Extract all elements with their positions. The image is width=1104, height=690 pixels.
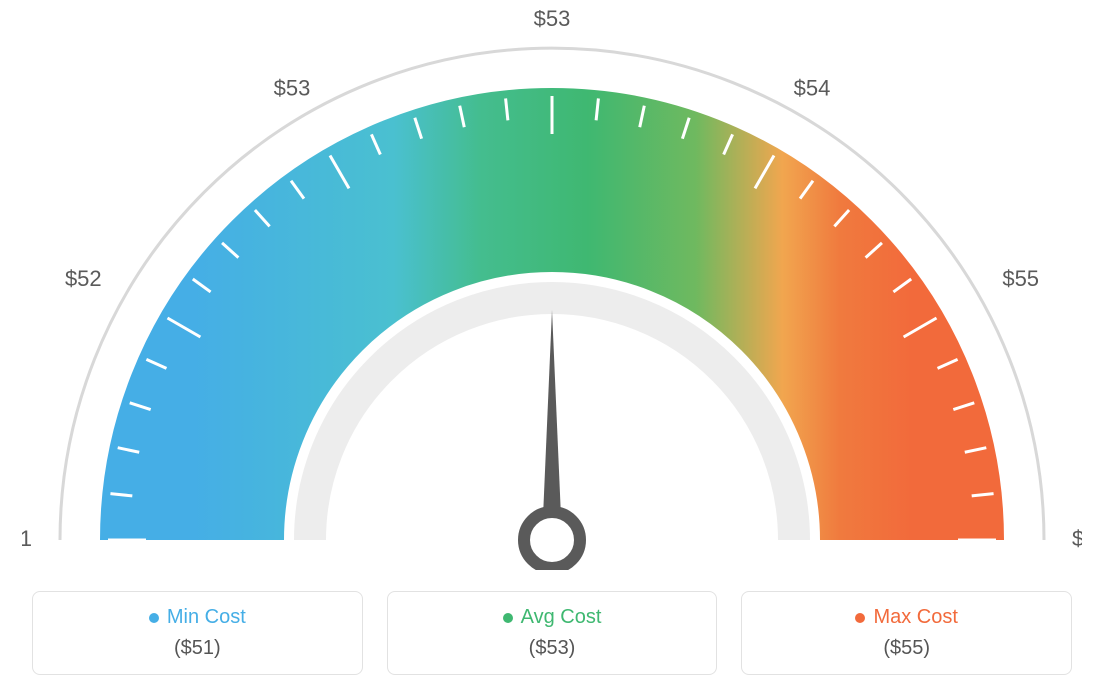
legend-min-dot: [149, 613, 159, 623]
legend-avg-dot: [503, 613, 513, 623]
legend-max-label: Max Cost: [873, 606, 957, 629]
legend-avg-label: Avg Cost: [521, 606, 602, 629]
legend-avg-card: Avg Cost ($53): [387, 591, 718, 675]
legend-max-dot: [855, 613, 865, 623]
svg-text:$51: $51: [22, 526, 32, 551]
gauge-chart: $51 $52 $53 $53 $54 $55 $55: [22, 10, 1082, 570]
svg-text:$55: $55: [1002, 266, 1039, 291]
svg-text:$55: $55: [1072, 526, 1082, 551]
svg-text:$54: $54: [794, 76, 831, 101]
legend-avg-value: ($53): [398, 637, 707, 660]
legend-min-value: ($51): [43, 637, 352, 660]
legend-max-value: ($55): [752, 637, 1061, 660]
legend-min-label: Min Cost: [167, 606, 246, 629]
svg-text:$53: $53: [274, 76, 311, 101]
svg-text:$52: $52: [65, 266, 102, 291]
legend-row: Min Cost ($51) Avg Cost ($53) Max Cost (…: [0, 591, 1104, 675]
legend-min-card: Min Cost ($51): [32, 591, 363, 675]
legend-max-card: Max Cost ($55): [741, 591, 1072, 675]
svg-text:$53: $53: [534, 10, 571, 31]
